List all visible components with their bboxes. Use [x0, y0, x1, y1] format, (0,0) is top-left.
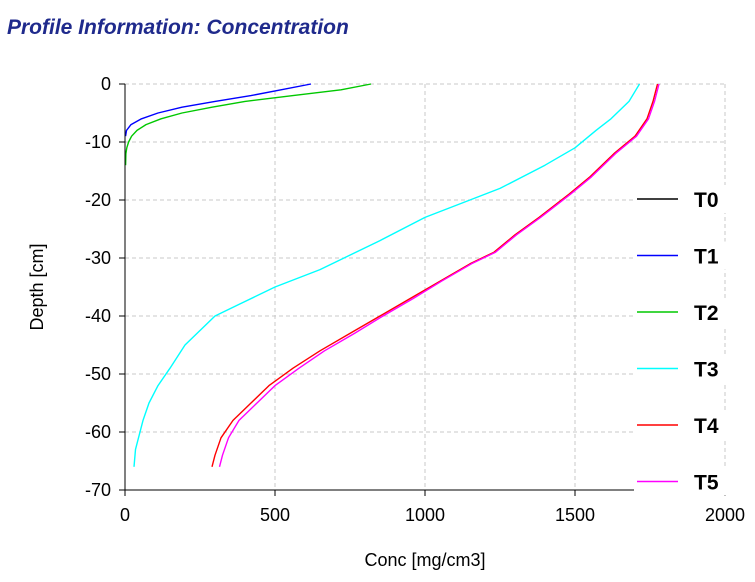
y-tick-label: -40: [85, 306, 111, 326]
series-line-t3: [133, 83, 641, 467]
x-tick-label: 2000: [705, 505, 745, 525]
tick-labels: 0 500 1000 1500 2000 0 -10 -20 -30 -40 -50 -60 -70: [85, 74, 745, 525]
y-tick-label: -20: [85, 190, 111, 210]
x-tick-label: 1000: [405, 505, 445, 525]
legend-label-t2: T2: [694, 302, 719, 325]
page-title: Profile Information: Concentration: [7, 16, 349, 39]
legend-label-t4: T4: [694, 415, 719, 438]
y-axis-title: Depth [cm]: [27, 243, 47, 330]
y-tick-label: -70: [85, 480, 111, 500]
x-axis-title: Conc [mg/cm3]: [364, 550, 485, 570]
y-tick-label: -60: [85, 422, 111, 442]
x-tick-label: 0: [120, 505, 130, 525]
y-tick-label: -50: [85, 364, 111, 384]
legend-label-t5: T5: [694, 472, 719, 495]
series-line-t2: [124, 83, 372, 166]
y-tick-label: -10: [85, 132, 111, 152]
series-line-t1: [124, 83, 312, 137]
x-tick-label: 500: [260, 505, 290, 525]
series-line-t4: [211, 83, 659, 467]
series-lines: [124, 83, 660, 467]
y-tick-label: 0: [101, 74, 111, 94]
x-tick-label: 1500: [555, 505, 595, 525]
legend-label-t0: T0: [694, 189, 719, 212]
legend-label-t3: T3: [694, 359, 719, 382]
legend-label-t1: T1: [694, 246, 719, 269]
legend: T0 T1 T2 T3 T4 T5: [634, 185, 730, 496]
y-tick-label: -30: [85, 248, 111, 268]
axes: [119, 83, 726, 496]
series-line-t5: [218, 83, 660, 467]
